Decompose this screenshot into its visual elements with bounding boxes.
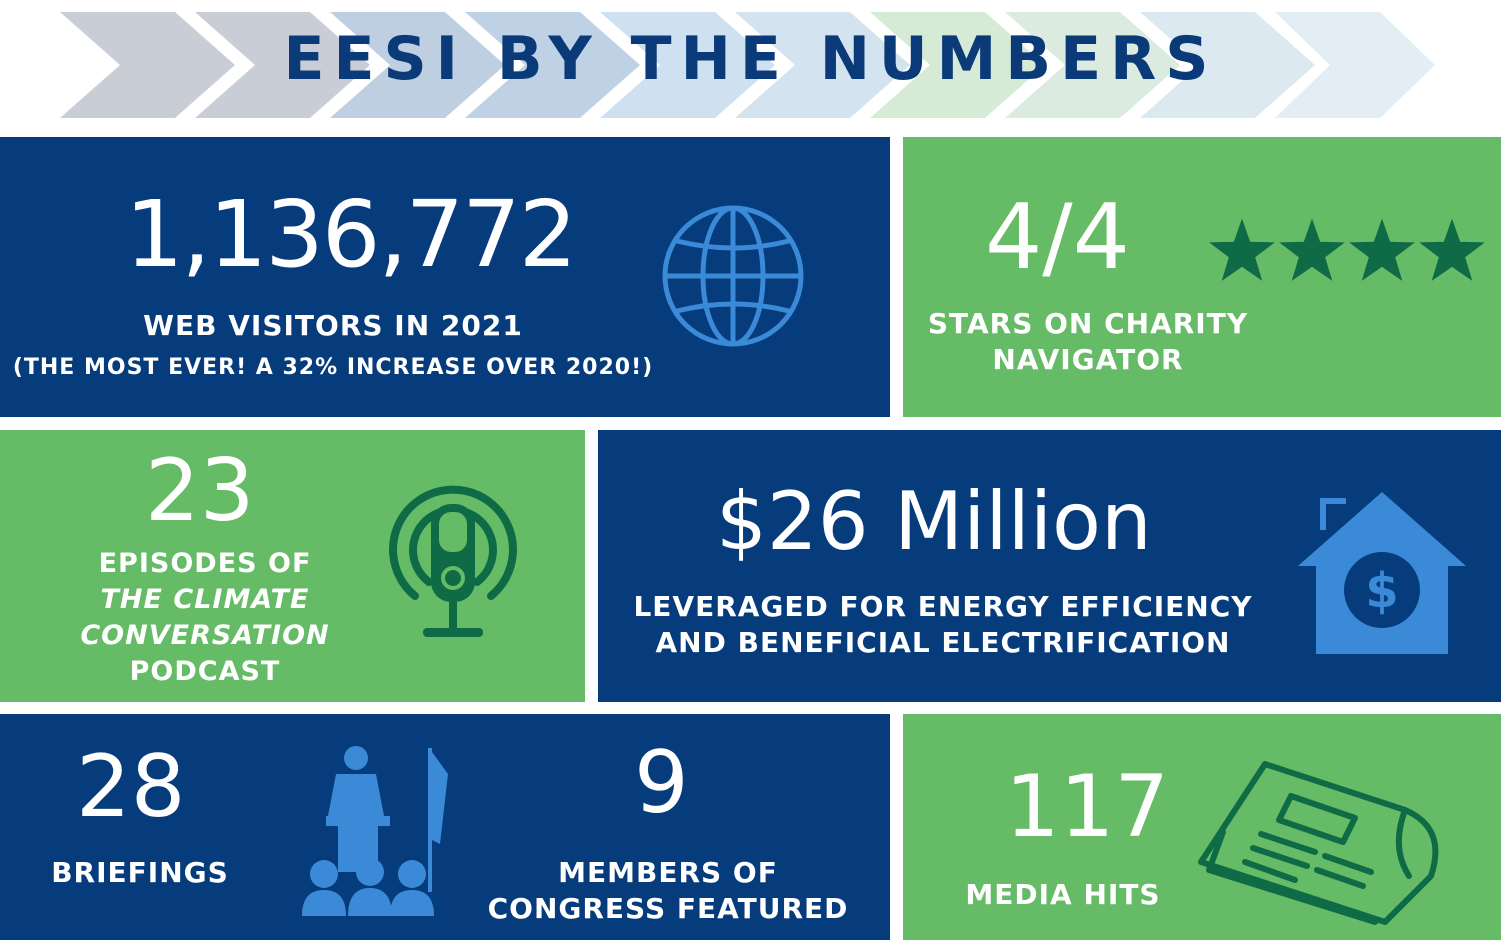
podcast-panel: 23 EPISODES OF THE CLIMATE CONVERSATION … (0, 430, 585, 702)
funding-panel: $26 Million LEVERAGED FOR ENERGY EFFICIE… (598, 430, 1501, 702)
page-title: EESI BY THE NUMBERS (283, 24, 1218, 94)
newspaper-icon (1198, 761, 1439, 925)
funding-label-line1: LEVERAGED FOR ENERGY EFFICIENCY (633, 590, 1253, 623)
web-visitors-value: 1,136,772 (125, 181, 577, 288)
congress-label-line1: MEMBERS OF (558, 856, 778, 889)
star-icon (1209, 218, 1275, 281)
web-visitors-panel: 1,136,772 WEB VISITORS IN 2021 (THE MOST… (0, 137, 890, 417)
media-value: 117 (1005, 757, 1170, 857)
web-visitors-note: (THE MOST EVER! A 32% INCREASE OVER 2020… (12, 355, 654, 380)
globe-icon (662, 205, 804, 347)
house-dollar-icon: $ (1298, 492, 1466, 654)
star-icon (1419, 218, 1485, 281)
funding-label-line2: AND BENEFICIAL ELECTRIFICATION (655, 626, 1231, 659)
briefings-value: 28 (76, 737, 186, 837)
congress-value: 9 (634, 733, 689, 833)
star-icon (1279, 218, 1345, 281)
podcast-line3: CONVERSATION (80, 620, 330, 651)
header-banner: EESI BY THE NUMBERS (0, 0, 1501, 130)
charity-panel: 4/4 STARS ON CHARITY NAVIGATOR (903, 137, 1501, 417)
podcast-value: 23 (145, 441, 255, 541)
briefings-label: BRIEFINGS (51, 856, 229, 889)
charity-value: 4/4 (985, 185, 1130, 290)
media-panel: 117 MEDIA HITS (903, 714, 1501, 940)
congress-label-line2: CONGRESS FEATURED (487, 892, 849, 925)
podcast-line2: THE CLIMATE (100, 584, 310, 615)
podium-speaker-icon (302, 746, 448, 916)
briefings-panel: 28 BRIEFINGS 9 MEMBERS OF CONGRESS FEATU… (0, 714, 890, 940)
microphone-icon (389, 485, 517, 637)
charity-label-line2: NAVIGATOR (992, 343, 1184, 376)
star-icon (1349, 218, 1415, 281)
charity-stars (1209, 217, 1489, 287)
funding-value: $26 Million (716, 475, 1152, 568)
podcast-line4: PODCAST (129, 656, 281, 687)
stars-rating (1209, 218, 1485, 281)
charity-label-line1: STARS ON CHARITY (927, 307, 1249, 340)
media-label: MEDIA HITS (965, 878, 1161, 911)
chevron-arrows (60, 12, 1435, 118)
podcast-line1: EPISODES OF (98, 548, 312, 579)
svg-text:$: $ (1365, 563, 1398, 619)
web-visitors-label: WEB VISITORS IN 2021 (143, 309, 523, 342)
